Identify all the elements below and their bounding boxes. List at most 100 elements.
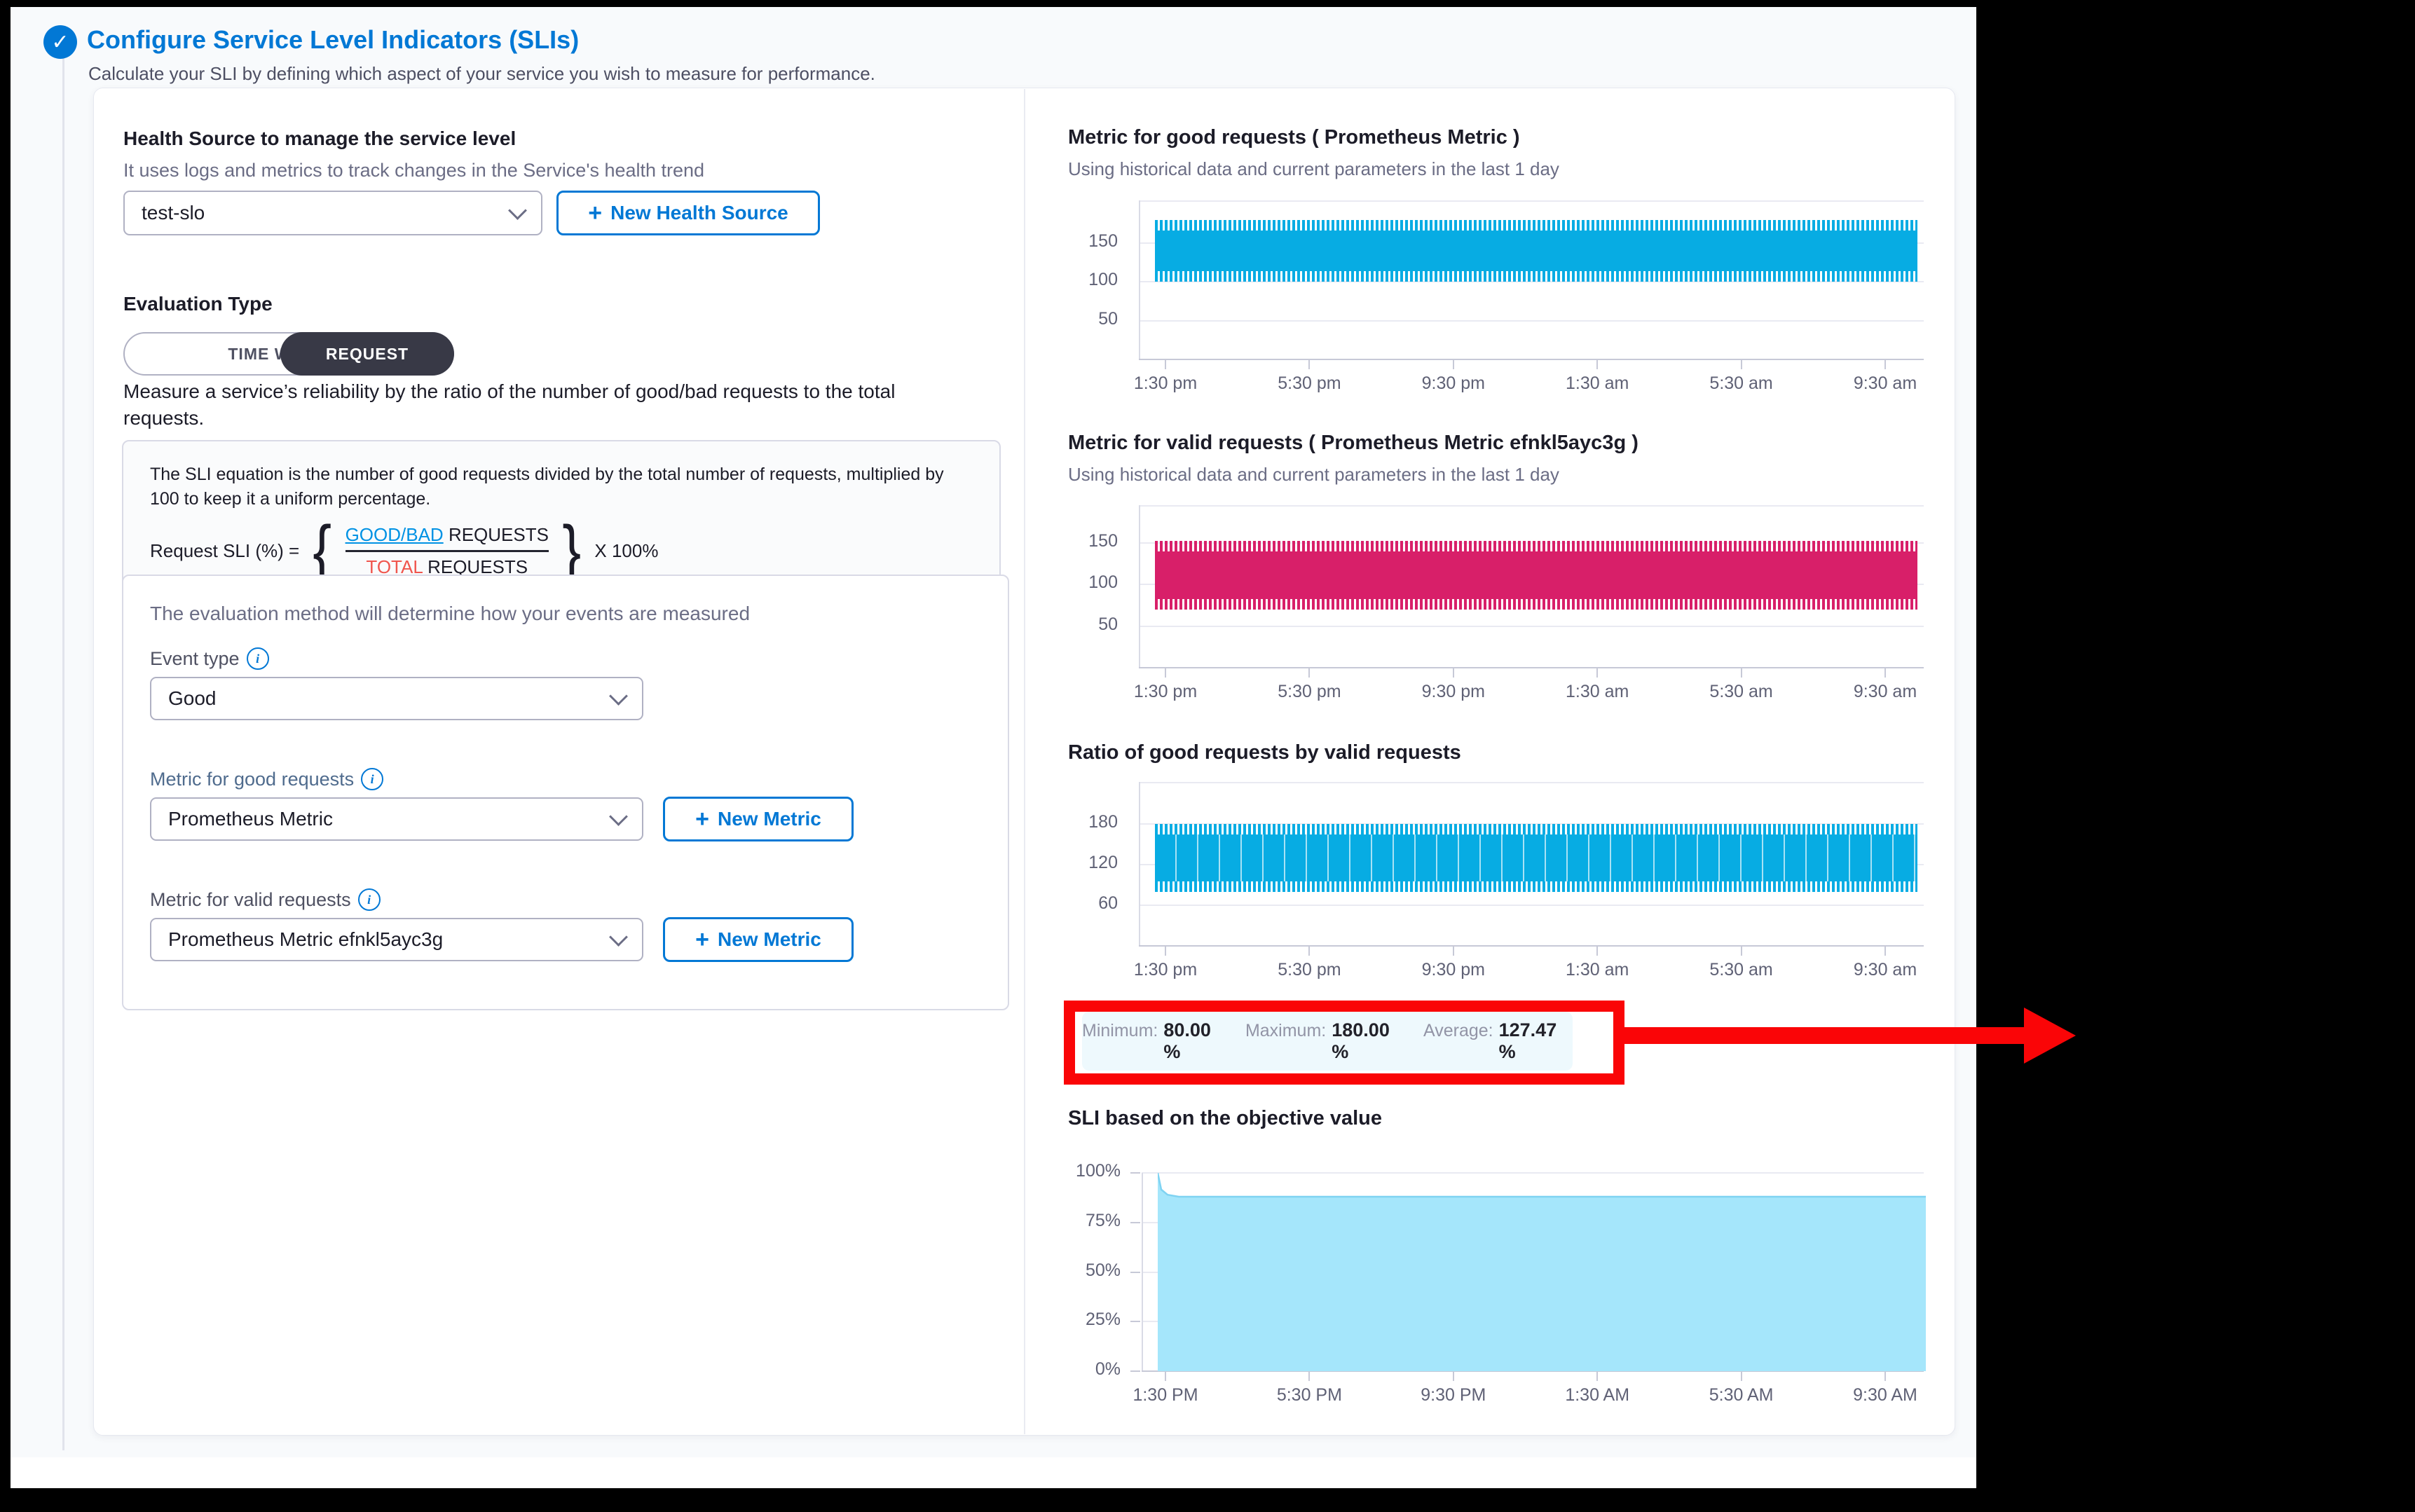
x-tick-mark	[1308, 668, 1311, 678]
series-band	[1155, 823, 1917, 892]
x-tick-label: 1:30 pm	[1133, 373, 1198, 393]
valid-metric-value: Prometheus Metric efnkl5ayc3g	[168, 928, 444, 950]
request-description: Measure a service’s reliability by the r…	[123, 380, 896, 429]
gridline	[1139, 782, 1924, 783]
y-tick-mark	[1130, 1172, 1140, 1174]
x-tick-label: 1:30 pm	[1133, 682, 1198, 701]
equation-lhs: Request SLI (%) =	[150, 540, 300, 561]
evaluation-type-label: Evaluation Type	[123, 293, 273, 315]
good-metric-select[interactable]: Prometheus Metric	[150, 797, 643, 841]
stat-average: Average: 127.47 %	[1423, 1019, 1573, 1063]
y-tick-mark	[1130, 1221, 1140, 1223]
info-icon[interactable]: i	[357, 888, 381, 911]
equation-numerator: GOOD/BAD REQUESTS	[346, 524, 549, 546]
evaluation-type-toggle[interactable]: TIME WINDOW REQUEST	[123, 332, 454, 376]
x-tick-mark	[1165, 946, 1166, 956]
sli-area-series	[1158, 1173, 1926, 1371]
average-value: 127.47 %	[1498, 1019, 1557, 1062]
series-band-part	[1155, 541, 1917, 553]
gridline	[1139, 319, 1924, 322]
y-tick-mark	[1130, 1321, 1140, 1323]
new-health-source-button[interactable]: + New Health Source	[556, 191, 820, 235]
x-tick-label: 1:30 am	[1566, 960, 1629, 980]
series-band-part	[1155, 834, 1917, 881]
event-type-label: Event type i	[150, 647, 269, 670]
health-source-value: test-slo	[142, 202, 205, 224]
new-metric-button-valid[interactable]: + New Metric	[663, 917, 854, 962]
chart-good-requests-title: Metric for good requests ( Prometheus Me…	[1068, 126, 1520, 149]
numerator-rest: REQUESTS	[448, 524, 549, 545]
x-tick-label: 9:30 PM	[1421, 1385, 1486, 1405]
step-connector-line	[62, 42, 64, 1450]
gridline	[1139, 505, 1924, 507]
good-metric-value: Prometheus Metric	[168, 808, 333, 830]
equation-brace-right: }	[562, 511, 582, 590]
y-tick-label: 50	[1098, 614, 1118, 634]
info-icon[interactable]: i	[361, 768, 384, 790]
step-complete-badge: ✓	[43, 25, 77, 59]
minimum-value: 80.00 %	[1163, 1019, 1211, 1062]
column-divider	[1024, 89, 1025, 1434]
x-tick-mark	[1452, 946, 1454, 956]
valid-metric-select[interactable]: Prometheus Metric efnkl5ayc3g	[150, 918, 643, 961]
chart-valid-requests-subtitle: Using historical data and current parame…	[1068, 464, 1559, 485]
equation-brace-left: {	[313, 511, 332, 590]
equation-multiplier: X 100%	[594, 540, 659, 561]
y-tick-label: 120	[1088, 852, 1118, 872]
x-tick-mark	[1596, 946, 1599, 956]
sli-equation-text: The SLI equation is the number of good r…	[150, 465, 944, 509]
x-tick-label: 1:30 am	[1566, 682, 1629, 701]
good-metric-label-text: Metric for good requests	[150, 768, 355, 790]
page-title: Configure Service Level Indicators (SLIs…	[87, 25, 580, 54]
x-tick-mark	[1740, 946, 1742, 956]
toggle-option-request[interactable]: REQUEST	[280, 332, 454, 376]
x-tick-mark	[1165, 1371, 1166, 1381]
health-source-select[interactable]: test-slo	[123, 191, 542, 235]
x-tick-label: 1:30 PM	[1133, 1385, 1198, 1405]
y-tick-mark	[1130, 1370, 1140, 1372]
maximum-value: 180.00 %	[1332, 1019, 1390, 1062]
new-metric-button-good[interactable]: + New Metric	[663, 797, 854, 841]
series-band-part	[1155, 880, 1917, 892]
new-health-source-label: New Health Source	[610, 202, 788, 224]
x-tick-mark	[1596, 1371, 1599, 1381]
denominator-rest: REQUESTS	[427, 556, 528, 577]
y-axis-line	[1139, 782, 1140, 946]
equation-fraction: GOOD/BAD REQUESTS TOTAL REQUESTS	[345, 524, 549, 578]
new-metric-label: New Metric	[718, 928, 821, 950]
y-tick-label: 100	[1088, 270, 1118, 290]
new-metric-label: New Metric	[718, 808, 821, 830]
series-band-part	[1155, 823, 1917, 835]
x-tick-label: 5:30 pm	[1278, 373, 1341, 393]
event-type-select[interactable]: Good	[150, 677, 643, 720]
y-tick-label: 25%	[1085, 1310, 1121, 1330]
chart-good-requests-subtitle: Using historical data and current parame…	[1068, 158, 1559, 179]
x-tick-mark	[1884, 1371, 1886, 1381]
x-tick-mark	[1596, 668, 1599, 678]
x-tick-mark	[1165, 359, 1166, 369]
plus-icon: +	[695, 926, 710, 953]
valid-metric-label: Metric for valid requests i	[150, 888, 381, 911]
good-bad-link[interactable]: GOOD/BAD	[345, 524, 444, 545]
x-tick-label: 1:30 pm	[1133, 960, 1198, 980]
x-tick-mark	[1452, 359, 1454, 369]
series-band-part	[1155, 230, 1917, 272]
health-source-hint: It uses logs and metrics to track change…	[123, 160, 705, 181]
x-tick-label: 1:30 AM	[1565, 1385, 1630, 1405]
y-tick-label: 150	[1088, 530, 1118, 551]
info-icon[interactable]: i	[246, 647, 269, 670]
y-tick-label: 75%	[1085, 1210, 1121, 1230]
sli-equation: Request SLI (%) = { GOOD/BAD REQUESTS TO…	[150, 511, 973, 590]
y-tick-label: 150	[1088, 231, 1118, 251]
x-tick-label: 5:30 am	[1709, 682, 1773, 701]
series-band-part	[1155, 270, 1917, 282]
series-band	[1155, 541, 1917, 610]
gridline	[1139, 281, 1924, 283]
annotation-arrow-shaft	[1624, 1027, 2025, 1044]
series-band	[1155, 219, 1917, 282]
x-axis-line	[1139, 667, 1924, 668]
x-axis-line	[1139, 359, 1924, 360]
y-tick-label: 60	[1098, 893, 1118, 913]
y-tick-label: 0%	[1095, 1359, 1121, 1379]
